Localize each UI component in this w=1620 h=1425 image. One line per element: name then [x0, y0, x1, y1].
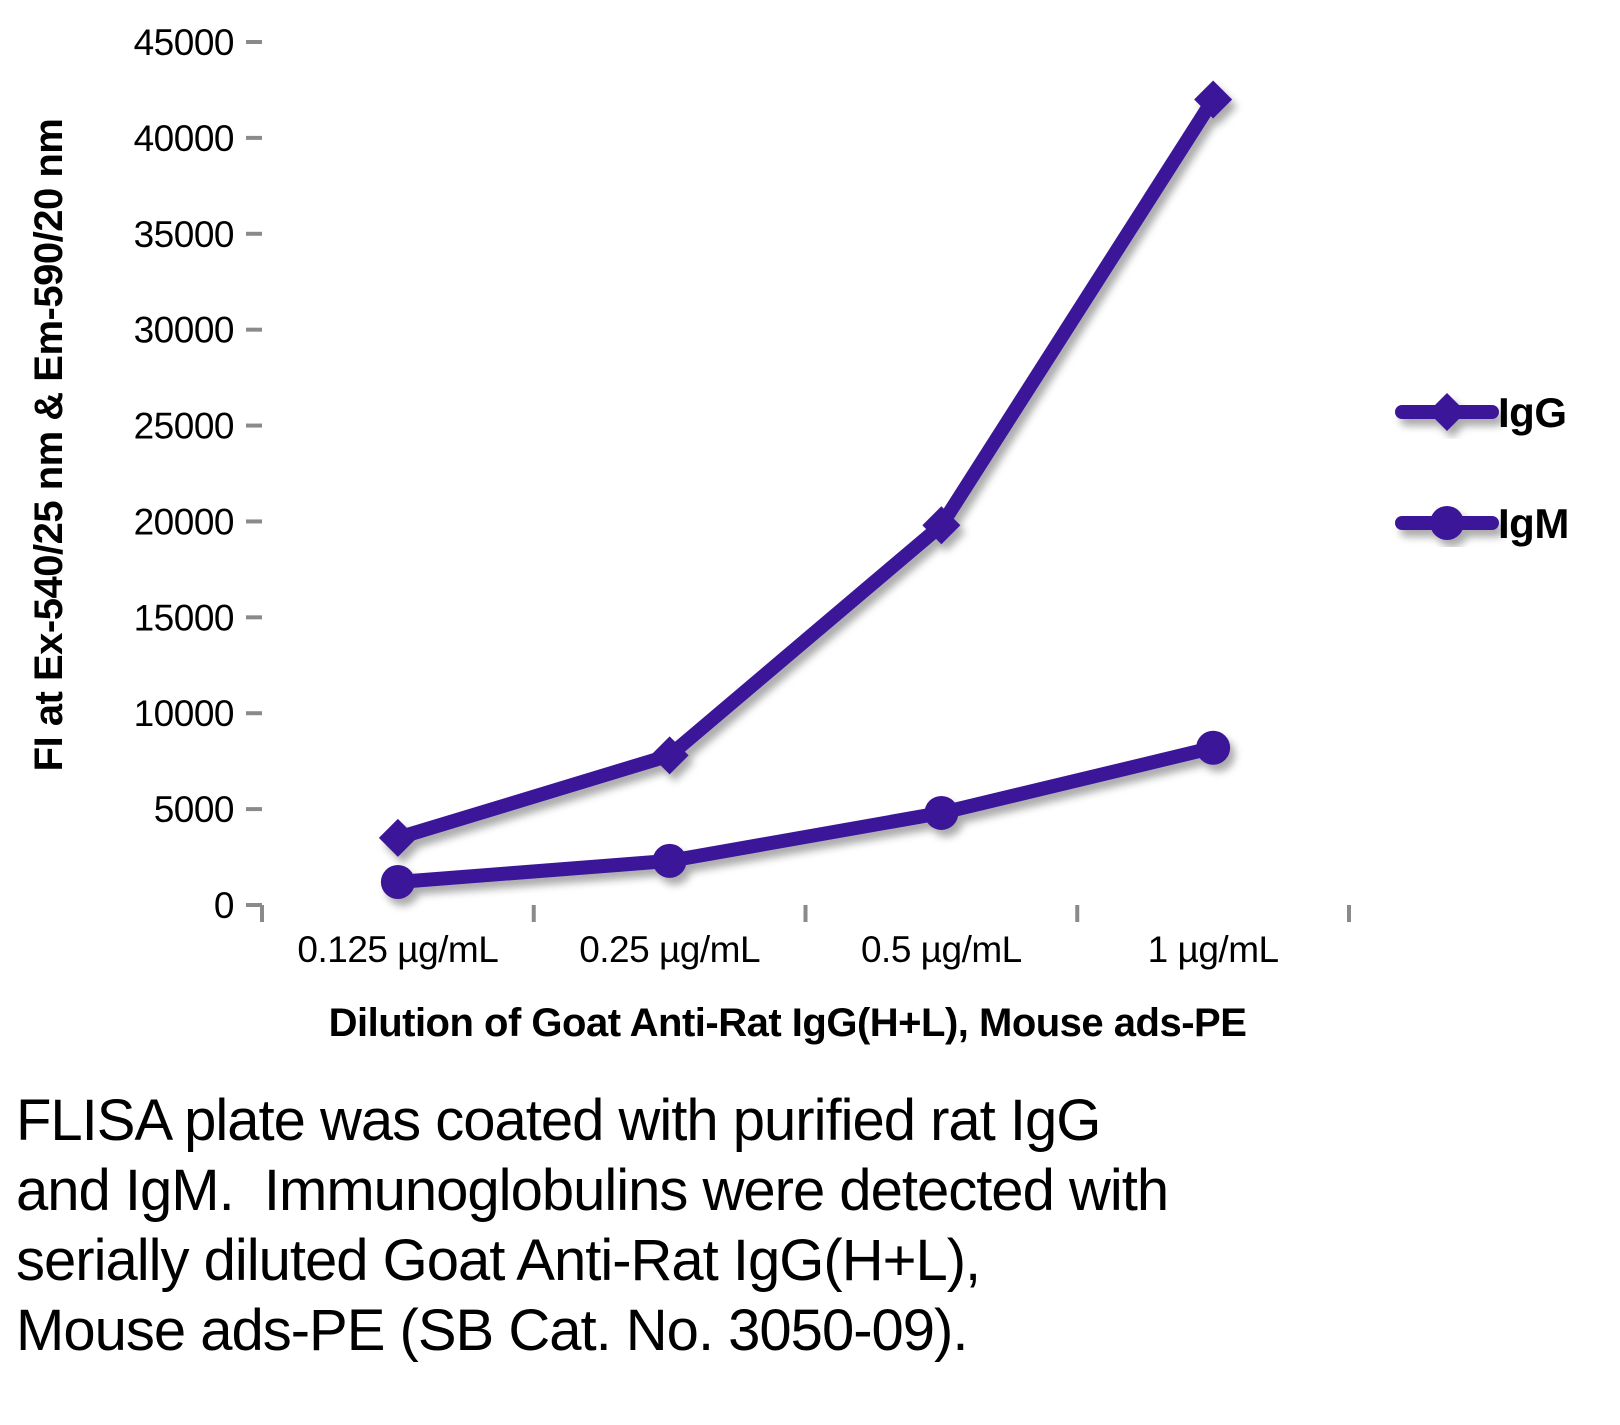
y-tick-label: 45000	[134, 22, 234, 63]
y-tick-label: 30000	[134, 310, 234, 351]
x-category-label: 0.25 µg/mL	[579, 929, 760, 970]
legend-swatch-igg	[1395, 393, 1499, 431]
series-marker-igm	[380, 864, 415, 899]
x-category-label: 0.5 µg/mL	[861, 929, 1022, 970]
series-marker-igm	[924, 795, 959, 830]
series-igm	[380, 730, 1231, 899]
x-axis-title: Dilution of Goat Anti-Rat IgG(H+L), Mous…	[329, 1001, 1247, 1045]
series-line-igg	[390, 92, 1221, 845]
series-marker-igm	[1196, 730, 1231, 765]
figure-caption: FLISA plate was coated with purified rat…	[16, 1088, 1169, 1363]
line-chart: 0 5000 10000 15000 20000 25000 30000 35000 40000…	[27, 22, 1569, 1045]
y-tick-label: 35000	[134, 214, 234, 255]
legend-swatch-igm	[1395, 506, 1499, 540]
y-tick-label: 10000	[134, 693, 234, 734]
x-category-label: 1 µg/mL	[1148, 929, 1279, 970]
y-tick-label: 0	[214, 885, 234, 926]
series-marker-igg	[1194, 80, 1233, 119]
x-category-label: 0.125 µg/mL	[297, 929, 498, 970]
series-marker-igg	[922, 506, 961, 545]
legend-marker-igg	[1428, 393, 1466, 431]
series-igg	[378, 80, 1233, 857]
y-tick-label: 20000	[134, 501, 234, 542]
legend-label-igm: IgM	[1498, 500, 1569, 547]
legend-label-igg: IgG	[1498, 389, 1567, 436]
y-tick-label: 25000	[134, 406, 234, 447]
series-marker-igg	[650, 736, 689, 775]
series-marker-igg	[378, 818, 417, 857]
y-tick-label: 40000	[134, 118, 234, 159]
legend-marker-igm	[1430, 506, 1464, 540]
series-marker-igm	[652, 843, 687, 878]
series-line-igm	[390, 740, 1221, 889]
y-axis-title: FI at Ex-540/25 nm & Em-590/20 nm	[27, 119, 71, 772]
y-tick-label: 15000	[134, 597, 234, 638]
y-tick-label: 5000	[154, 789, 234, 830]
